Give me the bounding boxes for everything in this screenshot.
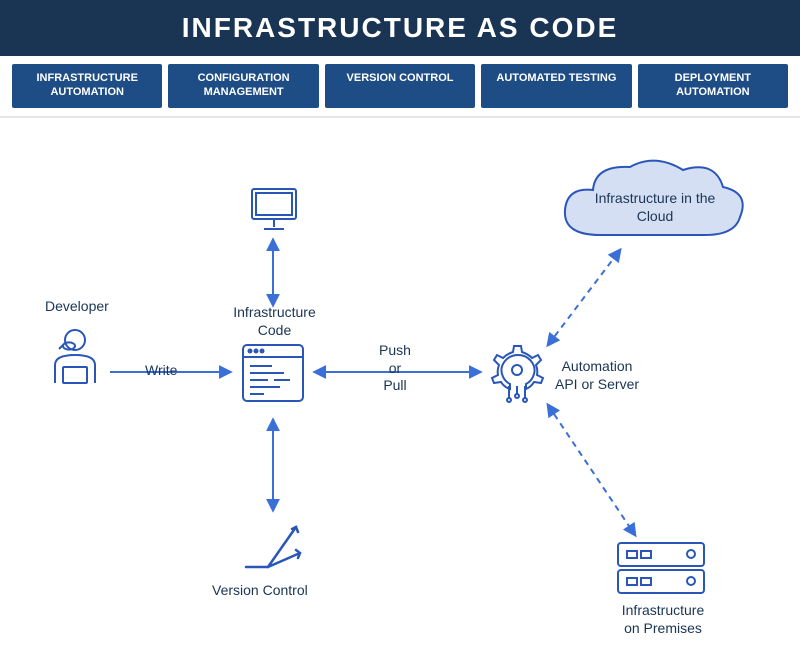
tab-deployment-automation: DEPLOYMENT AUTOMATION <box>638 64 788 108</box>
edge-pushpull-label-text: PushorPull <box>379 342 411 393</box>
gear-icon <box>488 342 546 409</box>
monitor-icon <box>248 185 300 240</box>
version-control-label: Version Control <box>212 582 308 600</box>
tab-version-control: VERSION CONTROL <box>325 64 475 108</box>
automation-label-text: AutomationAPI or Server <box>555 358 639 392</box>
edge-cloud <box>548 250 620 345</box>
edge-write-label: Write <box>145 362 177 380</box>
infra-code-label-text: InfrastructureCode <box>233 304 315 338</box>
automation-label: AutomationAPI or Server <box>555 358 639 393</box>
edge-onprem <box>548 405 635 535</box>
developer-icon <box>45 325 105 390</box>
tabs-row: INFRASTRUCTURE AUTOMATION CONFIGURATION … <box>0 56 800 118</box>
onprem-label: Infrastructureon Premises <box>613 602 713 637</box>
tab-config-mgmt: CONFIGURATION MANAGEMENT <box>168 64 318 108</box>
server-icon <box>615 540 707 601</box>
developer-label: Developer <box>45 298 109 316</box>
tab-automated-testing: AUTOMATED TESTING <box>481 64 631 108</box>
page-title: INFRASTRUCTURE AS CODE <box>0 12 800 44</box>
edge-pushpull-label: PushorPull <box>370 342 420 395</box>
cloud-label: Infrastructure in theCloud <box>585 190 725 225</box>
tab-infra-automation: INFRASTRUCTURE AUTOMATION <box>12 64 162 108</box>
header: INFRASTRUCTURE AS CODE <box>0 0 800 56</box>
diagram-canvas: Developer <box>0 120 800 654</box>
cloud-label-text: Infrastructure in theCloud <box>595 190 716 224</box>
onprem-label-text: Infrastructureon Premises <box>622 602 704 636</box>
code-icon <box>240 342 306 409</box>
branch-icon <box>238 515 310 580</box>
infra-code-label: InfrastructureCode <box>222 304 327 339</box>
